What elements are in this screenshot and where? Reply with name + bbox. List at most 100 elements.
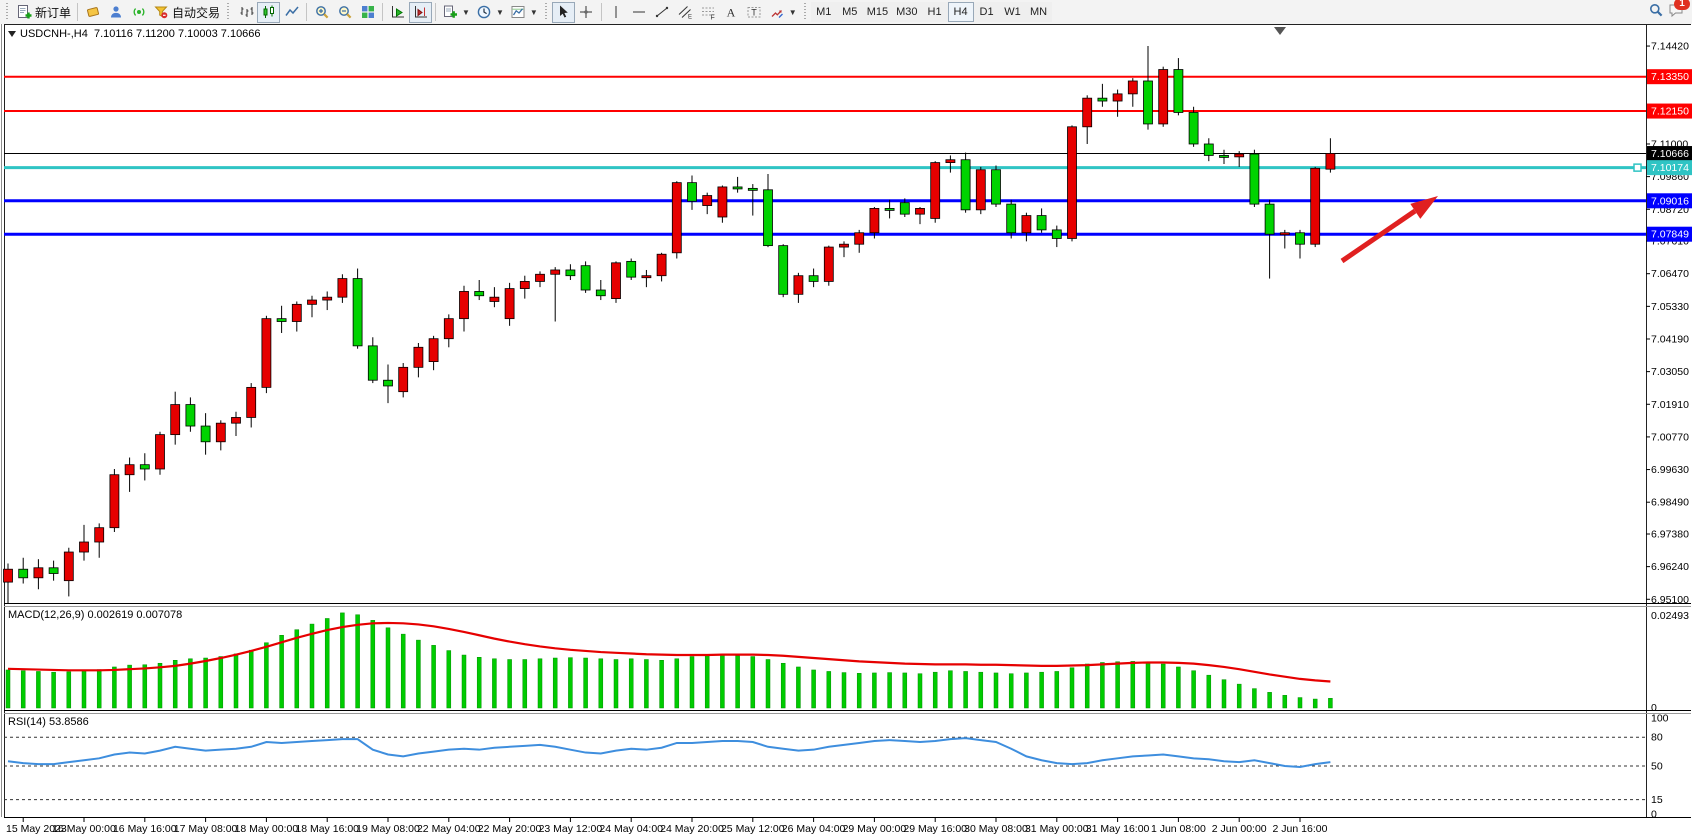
text-button[interactable]: A xyxy=(720,2,743,23)
timeframe-m1-button[interactable]: M1 xyxy=(810,2,837,22)
macd-histogram-bar xyxy=(993,672,999,709)
rsi-scale-label: 0 xyxy=(1651,809,1657,821)
timeframe-w1-button[interactable]: W1 xyxy=(999,2,1026,22)
tile-windows-button[interactable] xyxy=(356,2,379,23)
dropdown-caret-icon[interactable]: ▼ xyxy=(529,7,538,17)
hline-icon xyxy=(633,11,646,13)
chart-shift-marker-icon[interactable] xyxy=(1274,27,1286,35)
timeframe-m5-button[interactable]: M5 xyxy=(836,2,863,22)
macd-histogram-bar xyxy=(674,658,680,709)
price-badge-label: 7.10666 xyxy=(1651,148,1689,160)
candle xyxy=(550,269,561,275)
periods-button[interactable]: ▼ xyxy=(473,2,507,23)
price-badge-7.10666 xyxy=(1647,146,1692,162)
candle xyxy=(94,527,105,543)
arrows-button[interactable]: ▼ xyxy=(766,2,800,23)
macd-histogram-bar xyxy=(750,656,756,709)
candle xyxy=(1203,143,1214,156)
candle xyxy=(1295,232,1305,245)
price-badge-7.07849 xyxy=(1647,226,1692,242)
zoom-in-button[interactable] xyxy=(310,2,333,23)
search-button[interactable] xyxy=(1648,2,1664,23)
price-badge-label: 7.09016 xyxy=(1651,195,1689,207)
dropdown-caret-icon[interactable]: ▼ xyxy=(495,7,504,17)
macd-histogram-bar xyxy=(157,662,163,709)
candle xyxy=(839,243,849,248)
macd-histogram-bar xyxy=(340,612,345,709)
macd-scale-min: 0 xyxy=(1651,702,1657,714)
timeframe-d1-button[interactable]: D1 xyxy=(973,2,1000,22)
chevron-down-icon[interactable] xyxy=(8,31,16,37)
text-label-button[interactable]: T xyxy=(743,2,766,23)
horizontal-level-lines[interactable] xyxy=(4,75,1646,236)
macd-histogram-bar xyxy=(1282,695,1288,709)
community-icon xyxy=(110,6,121,18)
macd-histogram-bar xyxy=(780,662,786,709)
price-badge-label: 7.10174 xyxy=(1651,162,1689,174)
macd-histogram-bar xyxy=(841,672,847,709)
crosshair-button[interactable] xyxy=(575,2,598,23)
candles-chart-button[interactable] xyxy=(257,1,281,23)
macd-histogram-bar xyxy=(279,635,284,709)
candle xyxy=(261,318,272,388)
macd-histogram-bar xyxy=(1039,671,1044,709)
shift-icon xyxy=(414,6,427,18)
candle xyxy=(1021,215,1032,234)
line-chart-button[interactable] xyxy=(280,2,303,23)
indicators-button[interactable]: ▼ xyxy=(439,2,473,23)
dropdown-caret-icon[interactable]: ▼ xyxy=(788,7,797,17)
macd-histogram-bar xyxy=(689,656,695,709)
notification-badge: 1 xyxy=(1674,0,1690,10)
autotrade-button[interactable]: 自动交易 xyxy=(150,2,223,23)
macd-pane[interactable]: 0.02493 0 xyxy=(5,610,1689,714)
price-badge-7.09016 xyxy=(1647,193,1692,209)
fibonacci-button[interactable]: F xyxy=(697,2,720,23)
macd-histogram-bar xyxy=(644,659,649,709)
horizontal-line-button[interactable] xyxy=(628,2,651,23)
price-axis[interactable]: 7.144207.110007.098607.087207.076107.064… xyxy=(1646,41,1692,606)
candle xyxy=(489,296,500,302)
macd-histogram-bar xyxy=(66,671,72,709)
equidistant-channel-button[interactable]: E xyxy=(674,2,697,23)
trend-arrow-annotation[interactable] xyxy=(1340,196,1438,264)
toolbar-grip xyxy=(802,3,808,21)
chat-button[interactable]: 1 xyxy=(1668,0,1690,23)
timeframe-m15-button[interactable]: M15 xyxy=(862,2,893,22)
time-tick-label: 2 Jun 00:00 xyxy=(1212,823,1267,835)
candle xyxy=(322,296,333,301)
candle xyxy=(732,186,743,190)
auto-scroll-button[interactable] xyxy=(386,2,409,23)
bars-chart-button[interactable] xyxy=(234,2,257,23)
chart-shift-button[interactable] xyxy=(409,1,433,23)
candle xyxy=(3,568,13,583)
price-tick-label: 7.01910 xyxy=(1651,399,1689,411)
time-tick-label: 16 May 16:00 xyxy=(113,823,177,835)
editor-button[interactable] xyxy=(81,2,104,23)
rsi-pane[interactable]: 100 80 50 15 0 xyxy=(4,713,1669,821)
trendline-button[interactable] xyxy=(651,2,674,23)
timeframe-m30-button[interactable]: M30 xyxy=(892,2,922,22)
chart-canvas[interactable]: 7.144207.110007.098607.087207.076107.064… xyxy=(0,24,1692,839)
community-button[interactable] xyxy=(104,2,127,23)
time-tick-label: 15 May 2023 xyxy=(6,823,67,835)
price-badge-label: 7.13350 xyxy=(1651,71,1689,83)
macd-histogram-bar xyxy=(309,623,315,709)
timeframe-h1-button[interactable]: H1 xyxy=(921,2,948,22)
bars-icon xyxy=(240,7,254,17)
new-order-button[interactable]: 新订单 xyxy=(13,2,74,23)
time-tick-label: 16 May 00:00 xyxy=(52,823,116,835)
timeframe-h4-button[interactable]: H4 xyxy=(947,2,974,22)
macd-histogram-bar xyxy=(1008,673,1014,709)
signals-button[interactable] xyxy=(127,2,150,23)
templates-button[interactable]: ▼ xyxy=(507,2,541,23)
candle xyxy=(383,379,393,387)
candle xyxy=(459,291,469,320)
zoom-out-button[interactable] xyxy=(333,2,356,23)
candle xyxy=(170,404,181,436)
cursor-button[interactable] xyxy=(551,1,575,23)
line-selection-handle[interactable] xyxy=(1633,163,1642,172)
timeframe-mn-button[interactable]: MN xyxy=(1025,2,1052,22)
vertical-line-button[interactable] xyxy=(605,2,628,23)
dropdown-caret-icon[interactable]: ▼ xyxy=(462,7,470,17)
